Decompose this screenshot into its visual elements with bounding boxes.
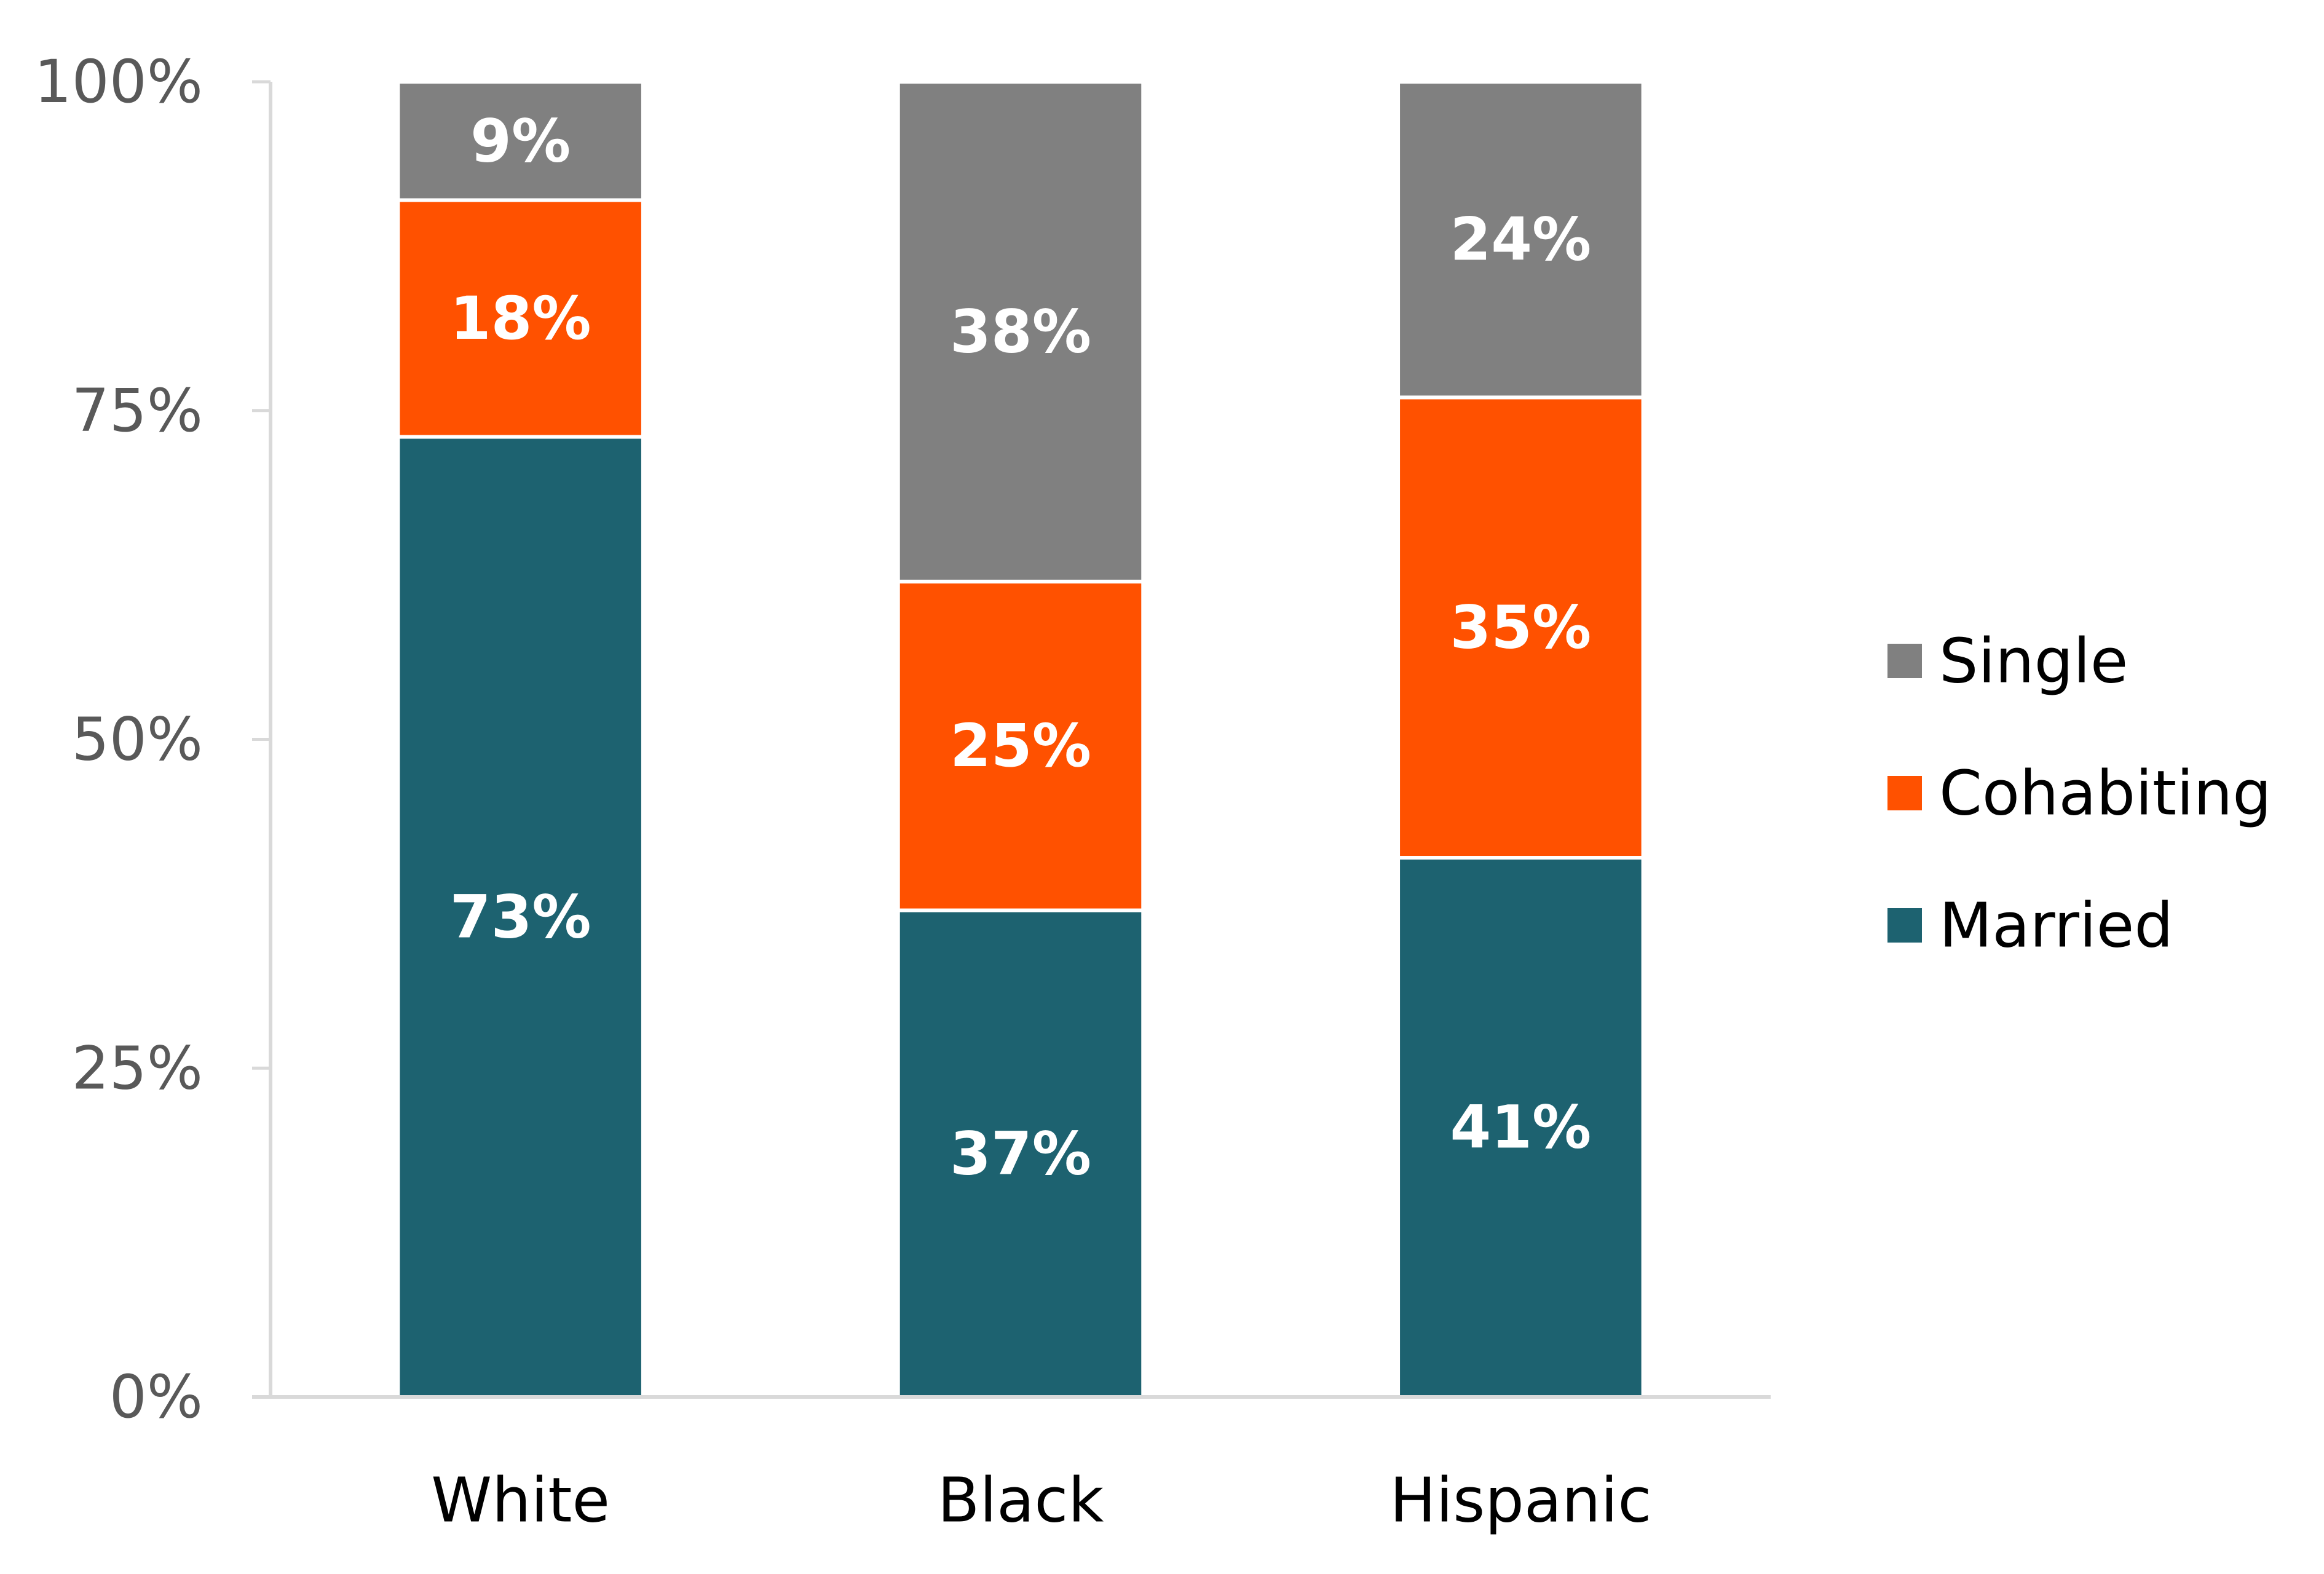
legend-label-married: Married <box>1939 890 2173 962</box>
legend-swatch-single <box>1887 644 1922 678</box>
x-tick-label: Black <box>938 1465 1104 1536</box>
data-label: 37% <box>950 1119 1091 1188</box>
y-tick-label: 100% <box>34 47 203 116</box>
bar-segment-married <box>1396 856 1645 1399</box>
data-label: 41% <box>1450 1093 1591 1162</box>
y-tick-label: 75% <box>72 376 203 445</box>
x-axis: White Black Hispanic <box>431 1465 1651 1536</box>
bar-segment-single <box>396 80 645 202</box>
data-label: 35% <box>1450 593 1591 662</box>
legend-label-single: Single <box>1939 625 2128 697</box>
y-tick-label: 0% <box>109 1362 203 1431</box>
y-tick-label: 25% <box>72 1034 203 1102</box>
bar-segment-cohabiting <box>396 198 645 439</box>
x-tick-label: White <box>431 1465 610 1536</box>
data-label: 25% <box>950 711 1091 780</box>
data-label: 18% <box>450 284 591 353</box>
legend-swatch-cohabiting <box>1887 776 1922 810</box>
y-axis: 0% 25% 50% 75% 100% <box>34 47 271 1431</box>
bar-segment-single <box>896 80 1145 583</box>
bars-group <box>396 80 1645 1399</box>
data-label: 38% <box>950 297 1091 366</box>
x-tick-label: Hispanic <box>1389 1465 1651 1536</box>
legend-label-cohabiting: Cohabiting <box>1939 757 2272 829</box>
legend-swatch-married <box>1887 908 1922 943</box>
data-label: 9% <box>470 106 571 175</box>
y-tick-label: 50% <box>72 705 203 774</box>
data-label: 73% <box>450 882 591 951</box>
data-label: 24% <box>1450 205 1591 274</box>
bar-segment-married <box>396 435 645 1399</box>
bar-segment-cohabiting <box>1396 395 1645 860</box>
axes-group <box>252 82 1771 1399</box>
legend: Single Cohabiting Married <box>1887 625 2272 962</box>
bar-segment-single <box>1396 80 1645 400</box>
data-labels-group: 73% 18% 9% 37% 25% 38% 41% 35% 24% <box>450 106 1591 1188</box>
